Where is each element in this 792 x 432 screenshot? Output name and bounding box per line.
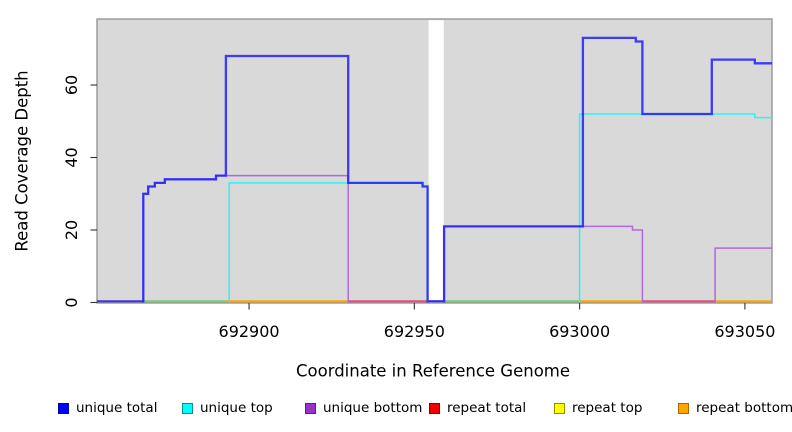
x-tick-label: 693050 <box>714 322 775 341</box>
legend-swatch-icon <box>554 402 565 414</box>
y-tick-label: 20 <box>62 220 81 240</box>
legend-label: repeat top <box>572 400 643 416</box>
legend-swatch-icon <box>429 402 440 414</box>
y-tick-label: 40 <box>62 147 81 167</box>
x-tick-label: 693000 <box>549 322 610 341</box>
x-tick-label: 692900 <box>219 322 280 341</box>
legend-swatch-icon <box>305 402 316 414</box>
legend-swatch-icon <box>678 402 689 414</box>
series-unique-bottom <box>714 247 772 303</box>
series-unique-total <box>142 54 429 303</box>
y-axis-title: Read Coverage Depth <box>12 70 32 252</box>
legend-label: unique total <box>76 400 158 416</box>
y-tick-label: 60 <box>62 75 81 95</box>
y-tick-label: 0 <box>62 297 81 307</box>
legend-label: unique bottom <box>323 400 423 416</box>
legend-swatch-icon <box>58 402 69 414</box>
legend-item: repeat total <box>429 400 526 416</box>
legend-label: unique top <box>200 400 273 416</box>
series-unique-total <box>442 36 772 303</box>
legend-item: unique bottom <box>305 400 422 416</box>
legend-item: repeat bottom <box>678 400 792 416</box>
legend-label: repeat total <box>447 400 527 416</box>
legend-label: repeat bottom <box>696 400 792 416</box>
panel-gap <box>428 20 444 303</box>
legend-swatch-icon <box>182 402 193 414</box>
series-unique-top <box>578 113 772 303</box>
legend-item: repeat top <box>554 400 642 416</box>
x-tick-label: 692950 <box>384 322 445 341</box>
legend-item: unique total <box>58 400 157 416</box>
legend-item: unique top <box>182 400 273 416</box>
x-axis-title: Coordinate in Reference Genome <box>295 361 571 381</box>
